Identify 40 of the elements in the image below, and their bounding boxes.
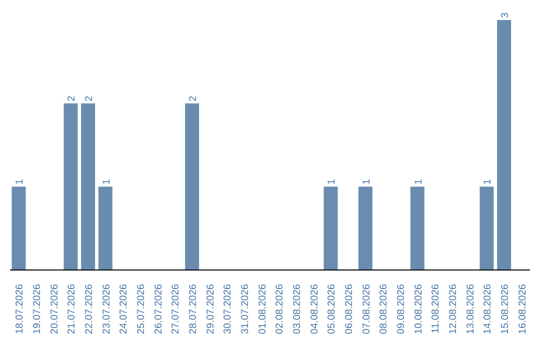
data-label: 1 [482,178,494,185]
x-tick-label: 10.08.2026 [413,284,424,334]
x-tick-label: 15.08.2026 [500,284,511,334]
x-tick-label: 27.07.2026 [170,284,182,334]
x-tick-label: 07.08.2026 [361,284,372,334]
data-label: 1 [14,178,26,185]
x-tick-label: 29.07.2026 [205,284,216,334]
data-label: 1 [326,178,338,185]
x-tick-label: 24.07.2026 [118,284,130,334]
x-tick-label: 04.08.2026 [309,284,320,334]
x-tick-label: 26.07.2026 [153,284,164,334]
x-tick-label: 23.07.2026 [101,284,112,334]
data-label: 3 [500,12,512,18]
x-tick-label: 22.07.2026 [84,284,95,334]
x-tick-label: 25.07.2026 [136,284,147,334]
x-tick-label: 05.08.2026 [326,284,338,334]
x-tick-label: 01.08.2026 [257,284,268,334]
x-tick-label: 16.08.2026 [517,284,528,334]
x-tick-label: 13.08.2026 [465,284,476,334]
x-tick-label: 30.07.2026 [222,284,234,334]
x-tick-label: 19.07.2026 [32,284,43,334]
x-tick-label: 09.08.2026 [396,284,407,334]
x-tick-label: 06.08.2026 [344,284,355,334]
x-tick-label: 02.08.2026 [274,284,286,334]
data-label: 2 [188,95,200,102]
x-tick-label: 20.07.2026 [49,284,60,334]
x-tick-label: 31.07.2026 [240,284,251,334]
x-tick-label: 21.07.2026 [66,284,78,334]
x-tick-label: 14.08.2026 [482,284,494,334]
x-tick-label: 08.08.2026 [378,284,390,334]
data-label: 1 [101,178,112,185]
data-label: 2 [66,95,78,102]
x-tick-label: 28.07.2026 [188,284,199,334]
x-tick-label: 03.08.2026 [292,284,303,334]
data-label: 1 [413,178,424,185]
data-label: 1 [361,178,372,185]
x-tick-label: 12.08.2026 [448,284,459,334]
x-tick-label: 11.08.2026 [430,284,442,334]
data-label: 2 [84,95,96,102]
x-tick-label: 18.07.2026 [14,284,26,334]
